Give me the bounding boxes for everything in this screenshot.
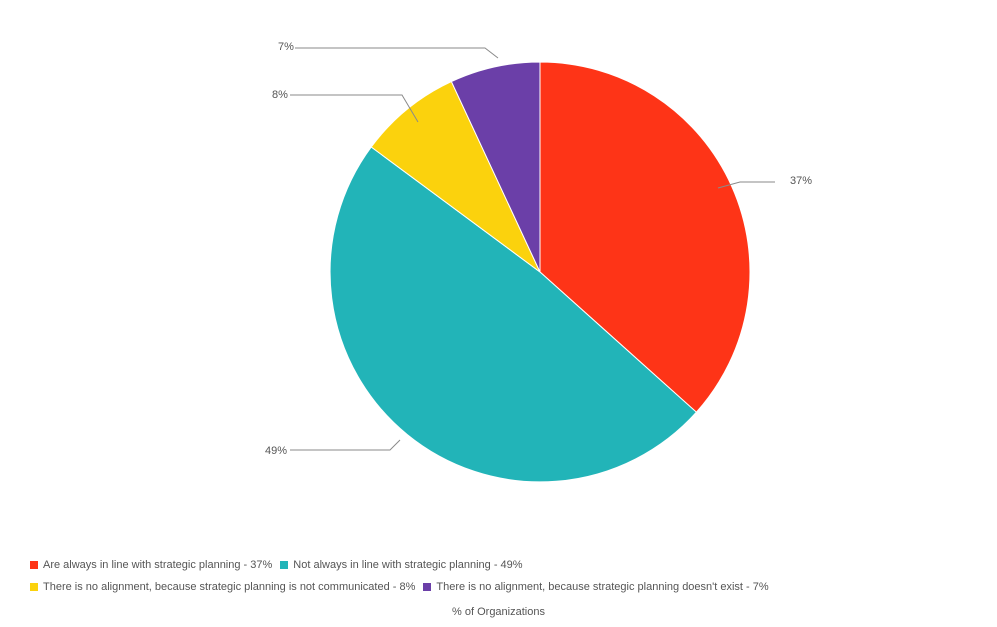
data-label-always-aligned: 37% bbox=[790, 175, 812, 187]
x-axis-label: % of Organizations bbox=[452, 606, 545, 618]
leader-lines bbox=[290, 47, 775, 451]
data-label-not-always-aligned: 49% bbox=[265, 445, 287, 457]
pie-slice-not-always-aligned bbox=[329, 146, 698, 483]
legend-item-always-aligned: Are always in line with strategic planni… bbox=[30, 559, 272, 571]
pie-chart: 37% 49% 8% 7% bbox=[265, 41, 812, 483]
legend-label-not-communicated: There is no alignment, because strategic… bbox=[43, 581, 416, 593]
pie-slice-not-communicated bbox=[370, 80, 541, 273]
legend-swatch-purple bbox=[423, 583, 432, 591]
legend-item-doesnt-exist: There is no alignment, because strategic… bbox=[423, 581, 769, 593]
pie-slices bbox=[329, 61, 751, 483]
legend-row-2: There is no alignment, because strategic… bbox=[30, 576, 990, 598]
legend-swatch-teal bbox=[280, 561, 289, 569]
slice-labels: 37% 49% 8% 7% bbox=[265, 41, 812, 457]
leader-line-always-aligned bbox=[717, 181, 775, 189]
leader-line-doesnt-exist bbox=[295, 47, 499, 59]
data-label-not-communicated: 8% bbox=[272, 89, 288, 101]
pie-slice-always-aligned bbox=[539, 61, 751, 413]
pie-slice-doesnt-exist bbox=[450, 61, 541, 273]
legend-label-not-always-aligned: Not always in line with strategic planni… bbox=[293, 559, 523, 571]
leader-line-not-communicated bbox=[290, 94, 419, 123]
leader-line-not-always-aligned bbox=[290, 439, 401, 451]
legend-row-1: Are always in line with strategic planni… bbox=[30, 554, 990, 576]
legend-item-not-communicated: There is no alignment, because strategic… bbox=[30, 581, 415, 593]
data-label-doesnt-exist: 7% bbox=[278, 41, 294, 53]
legend-label-always-aligned: Are always in line with strategic planni… bbox=[43, 559, 273, 571]
legend-swatch-yellow bbox=[30, 583, 38, 591]
legend-label-doesnt-exist: There is no alignment, because strategic… bbox=[436, 581, 769, 593]
legend-swatch-red bbox=[30, 561, 38, 569]
legend: Are always in line with strategic planni… bbox=[30, 554, 990, 598]
legend-item-not-always-aligned: Not always in line with strategic planni… bbox=[280, 559, 523, 571]
